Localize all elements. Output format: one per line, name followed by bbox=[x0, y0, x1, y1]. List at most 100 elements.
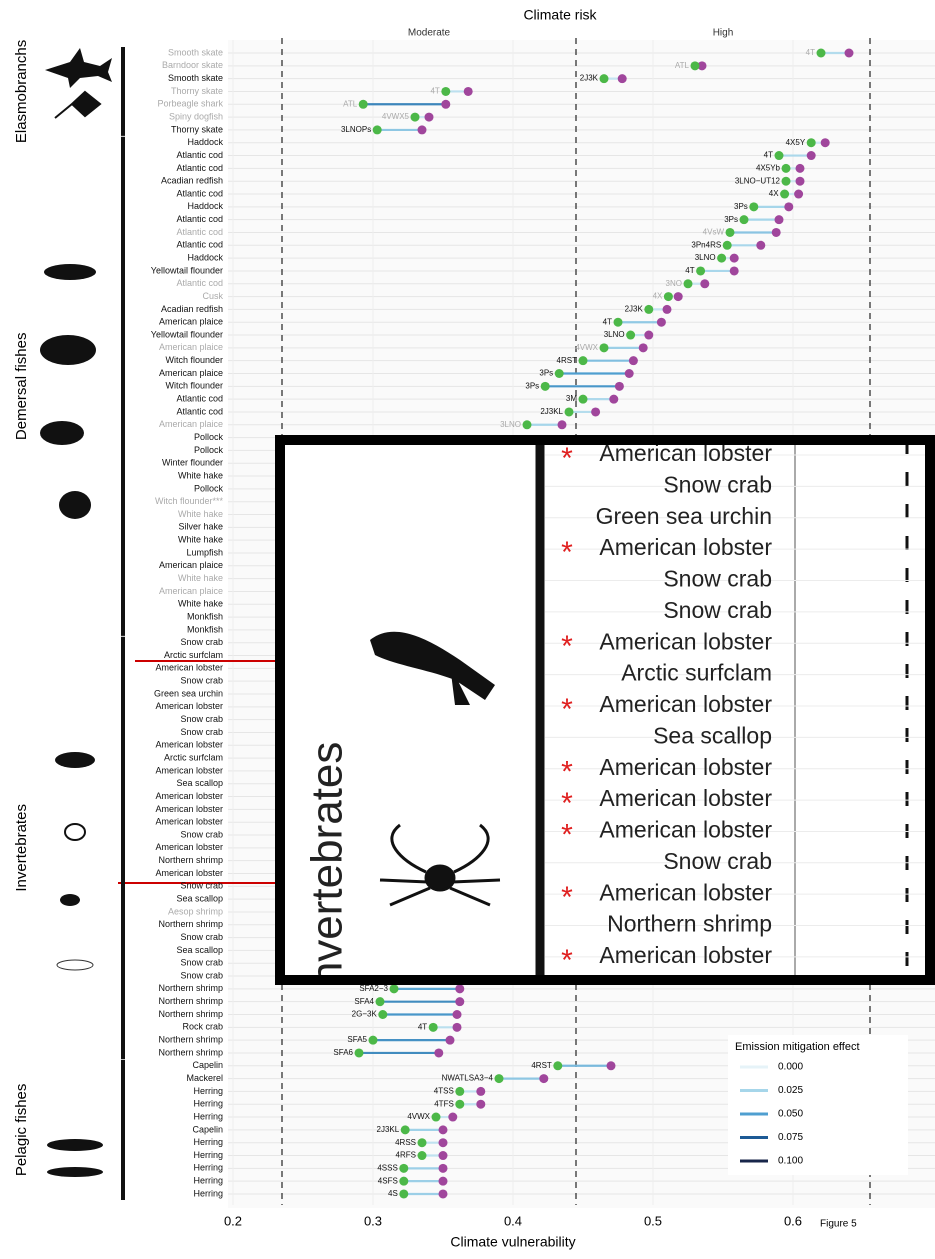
category-label: Herring bbox=[193, 1150, 223, 1160]
inset-marker: * bbox=[561, 787, 573, 820]
unmitigated-point bbox=[418, 125, 427, 134]
scallop-icon bbox=[60, 894, 80, 906]
stock-label: 4S bbox=[388, 1189, 398, 1198]
unmitigated-point bbox=[784, 202, 793, 211]
category-label: Snow crab bbox=[180, 676, 223, 686]
x-tick-label: 0.6 bbox=[784, 1213, 802, 1228]
category-label: Northern shrimp bbox=[158, 983, 223, 993]
stock-label: 4TSS bbox=[434, 1087, 454, 1096]
category-label: Snow crab bbox=[180, 727, 223, 737]
risk-level-label: Moderate bbox=[408, 28, 451, 39]
stock-label: 4T bbox=[685, 266, 694, 275]
stock-label: 4T bbox=[806, 48, 815, 57]
category-label: Silver hake bbox=[178, 522, 223, 532]
category-label: Pollock bbox=[194, 432, 224, 442]
shrimp-icon bbox=[57, 960, 93, 970]
unmitigated-point bbox=[476, 1087, 485, 1096]
unmitigated-point bbox=[558, 420, 567, 429]
inset-label: Snow crab bbox=[663, 848, 772, 874]
category-label: Yellowtail flounder bbox=[151, 265, 223, 275]
mitigated-point bbox=[401, 1125, 410, 1134]
category-label: Yellowtail flounder bbox=[151, 329, 223, 339]
category-label: Pollock bbox=[194, 483, 224, 493]
stock-label: 3Pn4RS bbox=[691, 240, 721, 249]
inset-marker: * bbox=[561, 818, 573, 851]
inset-label: Snow crab bbox=[663, 471, 772, 497]
category-label: Northern shrimp bbox=[158, 855, 223, 865]
mitigated-point bbox=[441, 87, 450, 96]
stock-label: 4RST bbox=[531, 1061, 552, 1070]
inset-marker: * bbox=[561, 536, 573, 569]
mitigated-point bbox=[399, 1164, 408, 1173]
mitigated-point bbox=[369, 1036, 378, 1045]
category-label: American lobster bbox=[155, 817, 223, 827]
category-label: Atlantic cod bbox=[176, 163, 223, 173]
inset-marker: * bbox=[561, 944, 573, 977]
mitigated-point bbox=[782, 177, 791, 186]
category-label: Lumpfish bbox=[186, 547, 223, 557]
mitigated-point bbox=[775, 151, 784, 160]
mitigated-point bbox=[523, 420, 532, 429]
stock-label: 4X bbox=[769, 189, 779, 198]
category-label: White hake bbox=[178, 573, 223, 583]
chart-title: Climate risk bbox=[523, 7, 597, 23]
unmitigated-point bbox=[476, 1100, 485, 1109]
stock-label: ATL bbox=[675, 61, 690, 70]
category-label: American plaice bbox=[159, 368, 223, 378]
x-tick-label: 0.3 bbox=[364, 1213, 382, 1228]
category-label: American lobster bbox=[155, 701, 223, 711]
category-label: Witch flounder bbox=[165, 355, 223, 365]
unmitigated-point bbox=[464, 87, 473, 96]
stock-label: 4X bbox=[653, 292, 663, 301]
inset-marker: * bbox=[561, 442, 573, 475]
category-label: White hake bbox=[178, 535, 223, 545]
mitigated-point bbox=[723, 241, 732, 250]
inset-marker: * bbox=[561, 693, 573, 726]
category-label: Snow crab bbox=[180, 714, 223, 724]
category-label: Green sea urchin bbox=[154, 688, 223, 698]
stock-label: 4T bbox=[430, 87, 439, 96]
unmitigated-point bbox=[730, 266, 739, 275]
fish-icon bbox=[40, 421, 84, 445]
fish-icon bbox=[47, 1167, 103, 1177]
unmitigated-point bbox=[446, 1036, 455, 1045]
mitigated-point bbox=[780, 190, 789, 199]
icons bbox=[40, 48, 112, 1177]
inset-label: American lobster bbox=[599, 879, 772, 905]
category-label: Smooth skate bbox=[168, 47, 223, 57]
category-label: Haddock bbox=[187, 252, 223, 262]
inset-label: American lobster bbox=[599, 628, 772, 654]
inset-group-label: Invertebrates bbox=[303, 742, 352, 999]
unmitigated-point bbox=[756, 241, 765, 250]
inset-label: Snow crab bbox=[663, 597, 772, 623]
risk-level-label: High bbox=[713, 28, 734, 39]
stock-label: 4X5Yb bbox=[756, 163, 781, 172]
category-label: Haddock bbox=[187, 201, 223, 211]
category-label: Snow crab bbox=[180, 881, 223, 891]
category-label: Thorny skate bbox=[171, 124, 223, 134]
category-label: Snow crab bbox=[180, 958, 223, 968]
unmitigated-point bbox=[796, 177, 805, 186]
category-label: Herring bbox=[193, 1176, 223, 1186]
mitigated-point bbox=[555, 369, 564, 378]
unmitigated-point bbox=[794, 190, 803, 199]
category-label: Smooth skate bbox=[168, 73, 223, 83]
category-label: Atlantic cod bbox=[176, 394, 223, 404]
legend-label: 0.075 bbox=[778, 1132, 803, 1143]
inset-marker: * bbox=[561, 881, 573, 914]
stock-label: 2J3KL bbox=[540, 407, 563, 416]
category-label: Haddock bbox=[187, 137, 223, 147]
category-label: American plaice bbox=[159, 342, 223, 352]
stock-label: 3LNO bbox=[695, 253, 716, 262]
inset-label: American lobster bbox=[599, 785, 772, 811]
category-label: Atlantic cod bbox=[176, 240, 223, 250]
unmitigated-point bbox=[821, 138, 830, 147]
stock-label: 3Ps bbox=[724, 215, 738, 224]
chart: 4TATL2J3K4TATL4VWX53LNOPs4X5Y4T4X5Yb3LNO… bbox=[0, 0, 935, 1254]
mitigated-point bbox=[355, 1048, 364, 1057]
stock-label: 4SFS bbox=[378, 1176, 398, 1185]
mitigated-point bbox=[817, 49, 826, 58]
mitigated-point bbox=[378, 1010, 387, 1019]
category-label: American lobster bbox=[155, 740, 223, 750]
category-label: Winter flounder bbox=[162, 458, 223, 468]
